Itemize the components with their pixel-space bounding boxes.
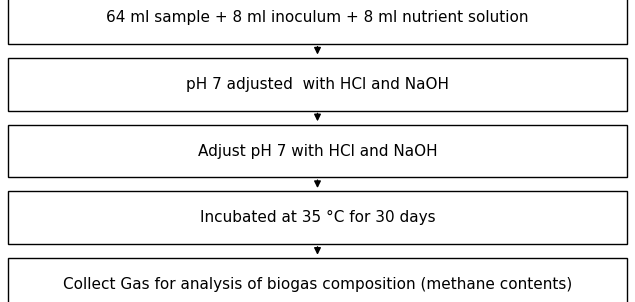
Text: 64 ml sample + 8 ml inoculum + 8 ml nutrient solution: 64 ml sample + 8 ml inoculum + 8 ml nutr… — [106, 10, 529, 25]
Bar — [8, 258, 627, 302]
Bar — [8, 0, 627, 44]
Text: Incubated at 35 °C for 30 days: Incubated at 35 °C for 30 days — [199, 210, 436, 225]
Bar — [8, 191, 627, 244]
Text: pH 7 adjusted  with HCl and NaOH: pH 7 adjusted with HCl and NaOH — [186, 77, 449, 92]
Text: Collect Gas for analysis of biogas composition (methane contents): Collect Gas for analysis of biogas compo… — [63, 277, 572, 292]
Bar — [8, 58, 627, 111]
Bar — [8, 125, 627, 177]
Text: Adjust pH 7 with HCl and NaOH: Adjust pH 7 with HCl and NaOH — [197, 143, 438, 159]
